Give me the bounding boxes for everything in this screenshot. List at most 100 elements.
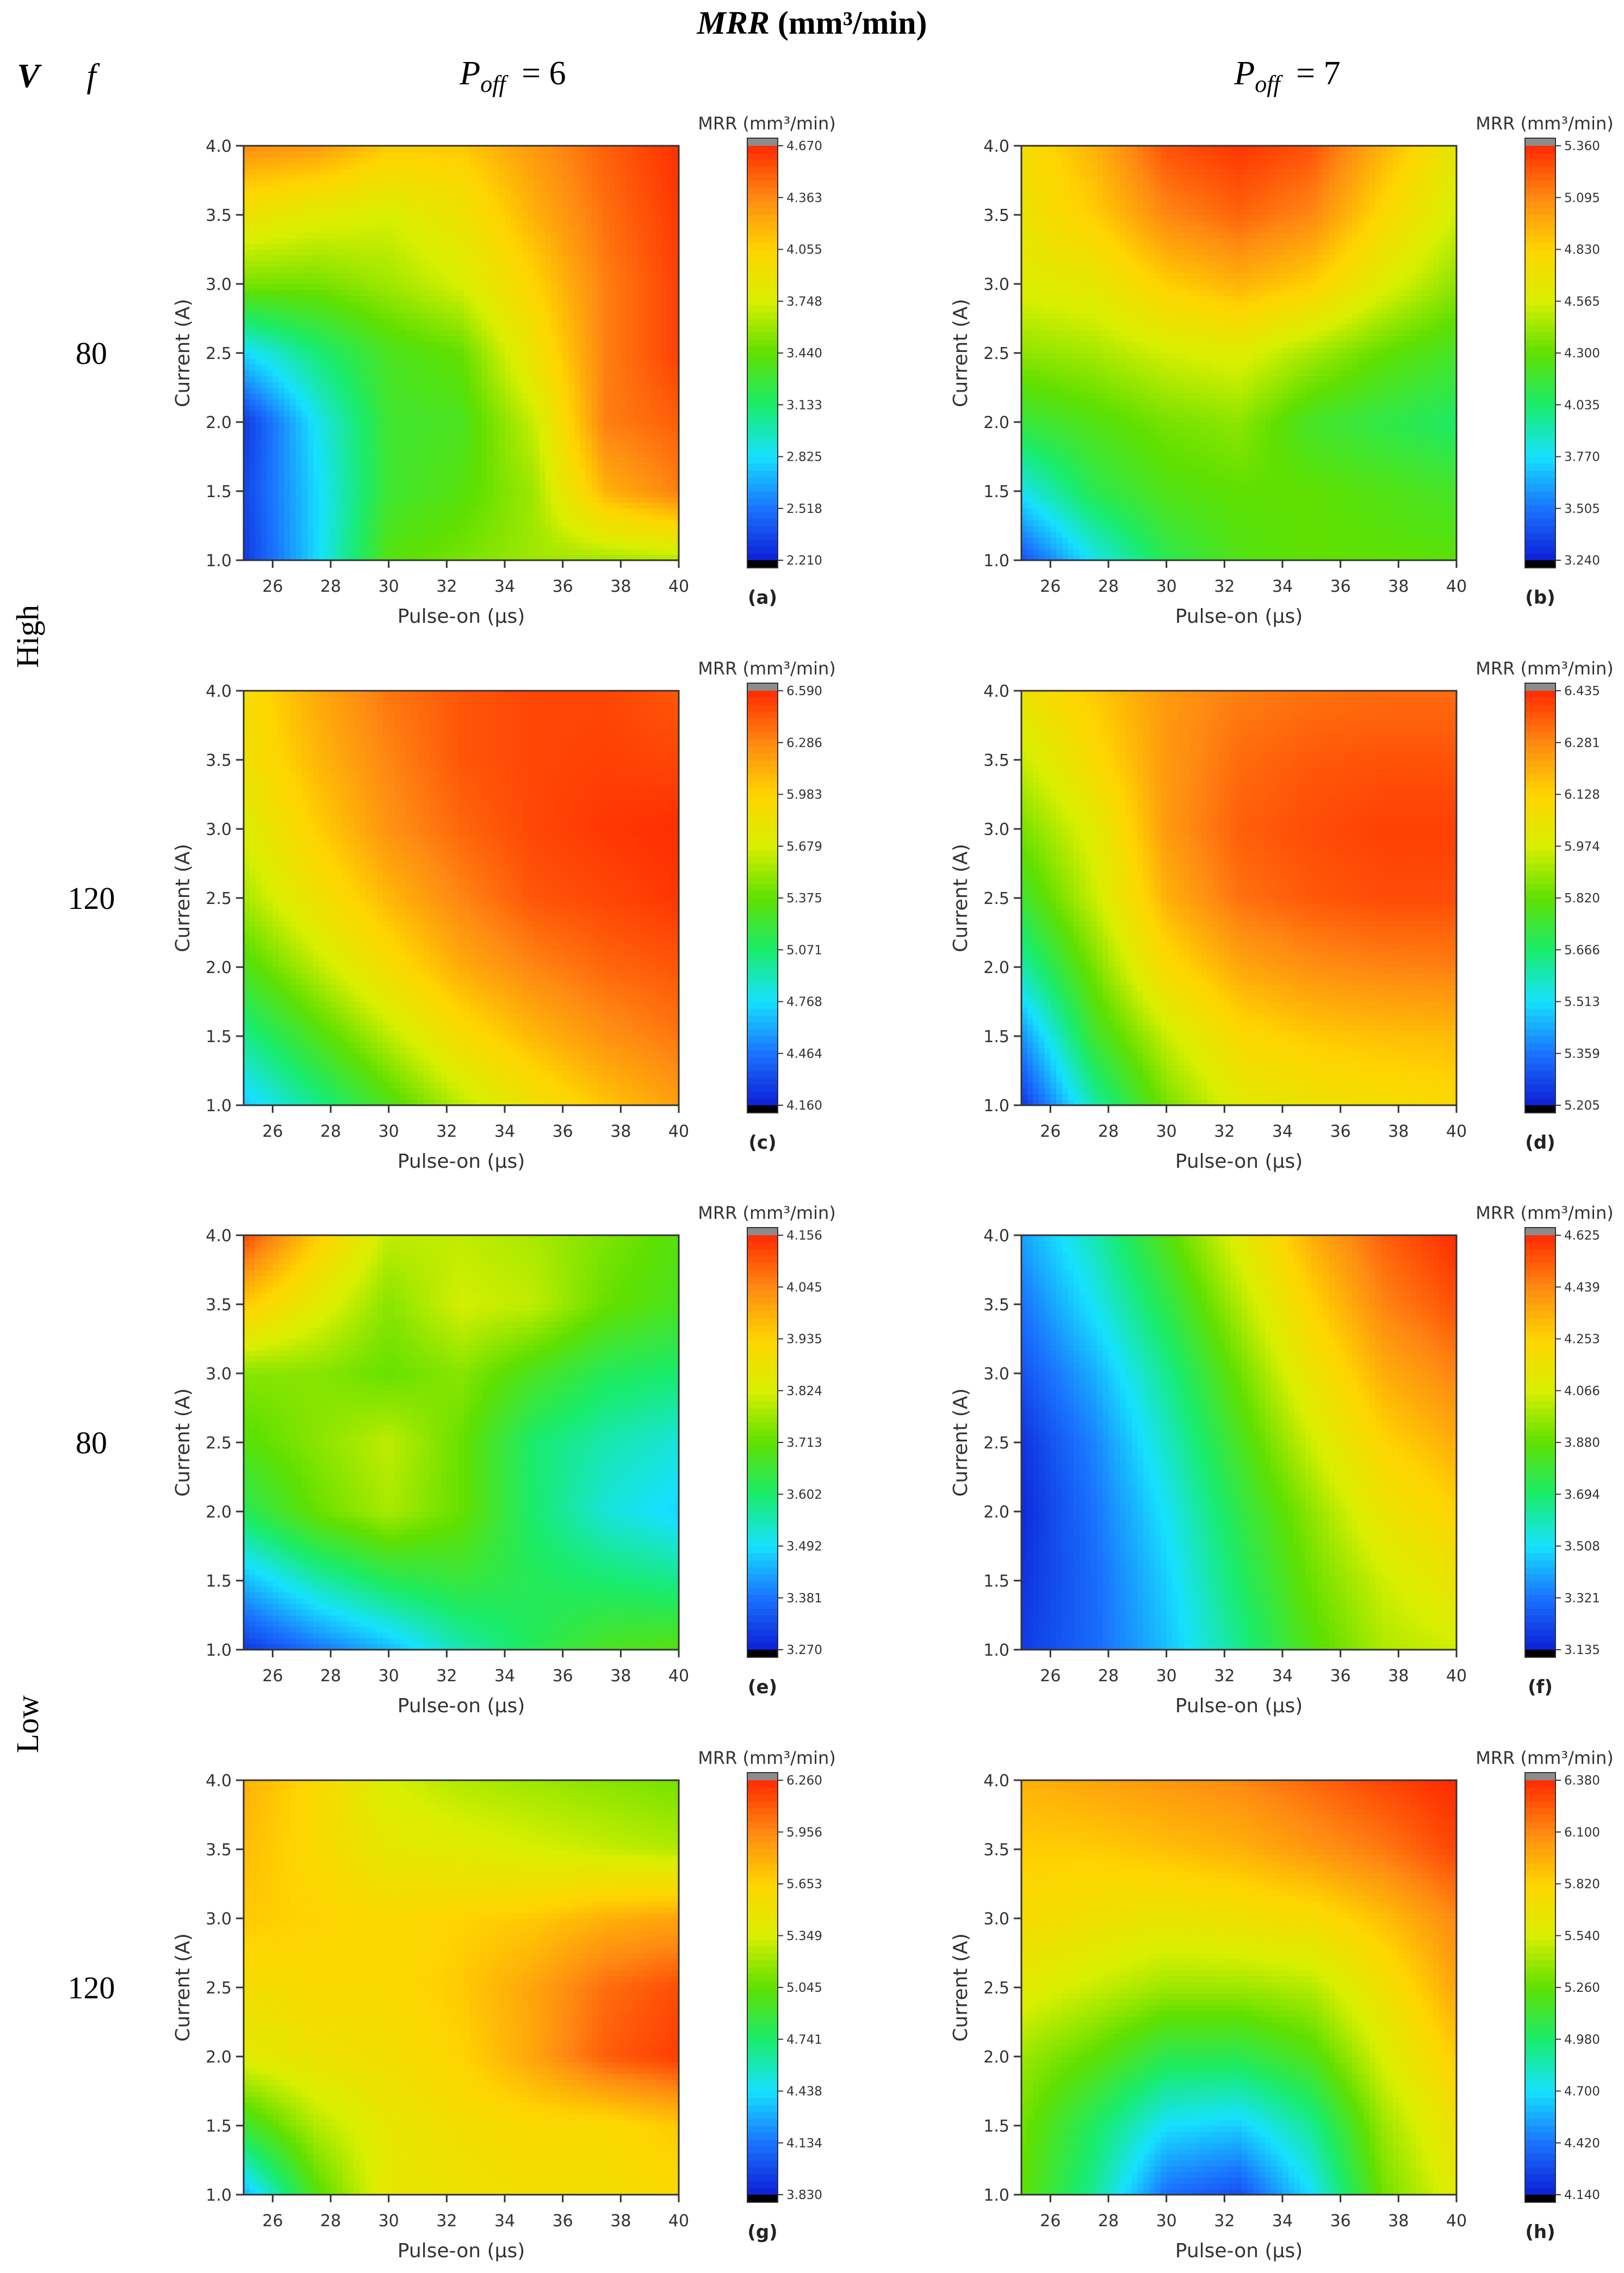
x-tick-label: 38 <box>610 1667 631 1686</box>
colorbar-tick-label: 5.260 <box>1564 1981 1600 1995</box>
x-axis-label: Pulse-on (µs) <box>398 1695 525 1717</box>
x-tick-label: 26 <box>1040 577 1061 596</box>
y-tick-label: 1.0 <box>983 552 1009 571</box>
colorbar-tick-label: 4.035 <box>1564 398 1600 412</box>
y-tick-label: 1.5 <box>983 482 1009 501</box>
x-tick-label: 28 <box>320 2212 341 2231</box>
y-tick-label: 1.0 <box>983 2186 1009 2205</box>
colorbar-tick-label: 3.830 <box>786 2188 822 2202</box>
y-tick-label: 2.0 <box>983 413 1009 432</box>
colorbar: 4.1604.4644.7685.0715.3755.6795.9836.286… <box>698 658 836 1113</box>
x-tick-label: 26 <box>262 2212 283 2231</box>
colorbar-tick-label: 5.679 <box>786 840 822 854</box>
y-tick-label: 1.5 <box>206 2117 232 2136</box>
x-axis-label: Pulse-on (µs) <box>398 2240 525 2262</box>
x-tick-label: 30 <box>379 577 399 596</box>
poff-value: = 7 <box>1288 55 1341 92</box>
colorbar-tick-label: 3.880 <box>1564 1436 1600 1450</box>
y-tick-label: 4.0 <box>206 1772 232 1791</box>
x-tick-label: 36 <box>553 1122 573 1141</box>
colorbar-tick-label: 6.590 <box>786 684 822 698</box>
y-tick-label: 4.0 <box>206 1227 232 1246</box>
contour-panel-e: 26 28 30 32 34 36 38 401.01.52.02.53.03.54.0Pul… <box>172 1203 836 1717</box>
y-tick-label: 3.0 <box>983 1910 1009 1929</box>
y-tick-label: 2.5 <box>983 1434 1009 1453</box>
contour-panel-d: 26 28 30 32 34 36 38 401.01.52.02.53.03.54.0Pul… <box>950 658 1614 1173</box>
y-tick-label: 1.5 <box>983 2117 1009 2136</box>
x-tick-label: 38 <box>1388 1122 1409 1141</box>
panel-label: (e) <box>748 1676 777 1698</box>
y-axis-label: Current (A) <box>172 1933 194 2041</box>
contour-field <box>244 1235 679 1650</box>
contour-panel-a: 26 28 30 32 34 36 38 401.01.52.02.53.03.54.0Pul… <box>172 113 836 628</box>
x-tick-label: 40 <box>668 2212 689 2231</box>
colorbar-title: MRR (mm³/min) <box>1476 1748 1614 1768</box>
poff-header-7: Poff = 7 <box>1234 55 1340 97</box>
y-tick-label: 3.5 <box>983 1841 1009 1860</box>
x-tick-label: 36 <box>1330 1667 1351 1686</box>
x-tick-label: 28 <box>320 1122 341 1141</box>
x-tick-label: 30 <box>379 1122 399 1141</box>
colorbar-tick-label: 2.210 <box>786 554 822 568</box>
colorbar-tick-label: 5.349 <box>786 1929 822 1943</box>
y-tick-label: 3.0 <box>983 275 1009 294</box>
y-tick-label: 3.0 <box>206 1365 232 1384</box>
colorbar-tick-label: 5.071 <box>786 943 822 957</box>
x-tick-label: 38 <box>1388 577 1409 596</box>
colorbar-tick-label: 4.768 <box>786 995 822 1009</box>
contour-panel-b: 26 28 30 32 34 36 38 401.01.52.02.53.03.54.0Pul… <box>950 113 1614 628</box>
colorbar-tick-label: 5.205 <box>1564 1099 1600 1113</box>
x-tick-label: 38 <box>1388 2212 1409 2231</box>
y-tick-label: 1.5 <box>206 1572 232 1591</box>
x-axis-label: Pulse-on (µs) <box>1175 2240 1303 2262</box>
y-tick-label: 3.5 <box>206 206 232 225</box>
colorbar-tick-label: 4.464 <box>786 1047 822 1061</box>
colorbar-tick-label: 5.983 <box>786 788 822 802</box>
x-axis-label: Pulse-on (µs) <box>398 1150 525 1173</box>
colorbar: 4.1404.4204.7004.9805.2605.5405.8206.100… <box>1476 1748 1614 2202</box>
x-tick-label: 36 <box>553 2212 573 2231</box>
row-group-low: Low <box>10 1695 45 1753</box>
colorbar-tick-label: 6.435 <box>1564 684 1600 698</box>
x-tick-label: 38 <box>610 2212 631 2231</box>
y-tick-label: 4.0 <box>206 137 232 156</box>
colorbar-tick-label: 6.100 <box>1564 1825 1600 1840</box>
colorbar: 3.2403.5053.7704.0354.3004.5654.8305.095… <box>1476 113 1614 568</box>
colorbar-tick-label: 4.160 <box>786 1099 822 1113</box>
colorbar-title: MRR (mm³/min) <box>1476 658 1614 679</box>
panel-label: (d) <box>1525 1132 1555 1154</box>
y-tick-label: 2.5 <box>206 1979 232 1998</box>
y-tick-label: 4.0 <box>983 1227 1009 1246</box>
contour-panel-f: 26 28 30 32 34 36 38 401.01.52.02.53.03.54.0Pul… <box>950 1203 1614 1717</box>
y-tick-label: 2.5 <box>983 344 1009 363</box>
x-axis-label: Pulse-on (µs) <box>1175 605 1303 628</box>
x-tick-label: 36 <box>553 1667 573 1686</box>
y-tick-label: 2.5 <box>983 1979 1009 1998</box>
x-tick-label: 36 <box>1330 577 1351 596</box>
y-tick-label: 2.5 <box>206 1434 232 1453</box>
y-tick-label: 4.0 <box>206 682 232 701</box>
colorbar-tick-label: 3.270 <box>786 1643 822 1657</box>
colorbar-tick-label: 4.045 <box>786 1280 822 1295</box>
poff-symbol: P <box>459 55 480 92</box>
x-tick-label: 40 <box>1446 1667 1467 1686</box>
colorbar-tick-label: 3.133 <box>786 398 822 412</box>
x-tick-label: 28 <box>320 1667 341 1686</box>
y-tick-label: 1.0 <box>206 1097 232 1116</box>
figure-title: MRR (mm³/min) <box>697 5 927 41</box>
y-tick-label: 2.5 <box>983 889 1009 908</box>
y-axis-label: Current (A) <box>172 299 194 407</box>
y-tick-label: 3.5 <box>206 1296 232 1315</box>
y-tick-label: 4.0 <box>983 682 1009 701</box>
y-tick-label: 3.5 <box>206 751 232 770</box>
colorbar-tick-label: 5.666 <box>1564 943 1600 957</box>
x-axis-label: Pulse-on (µs) <box>1175 1695 1303 1717</box>
y-tick-label: 2.0 <box>983 1503 1009 1522</box>
colorbar-title: MRR (mm³/min) <box>698 1748 836 1768</box>
x-tick-label: 40 <box>1446 2212 1467 2231</box>
poff-subscript: off <box>480 71 509 97</box>
colorbar-tick-label: 5.095 <box>1564 191 1600 205</box>
poff-symbol: P <box>1234 55 1255 92</box>
x-tick-label: 30 <box>1156 2212 1177 2231</box>
